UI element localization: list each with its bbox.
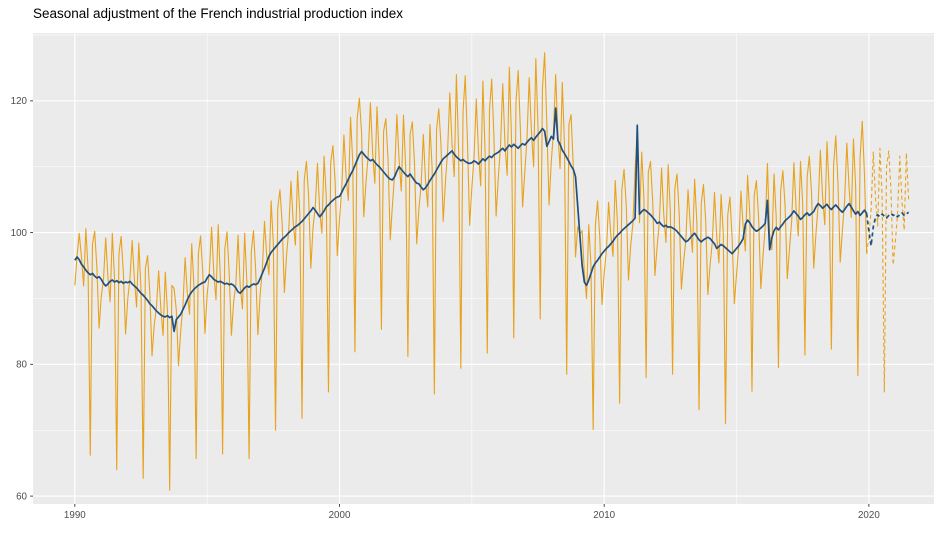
x-axis-tick-label: 2010: [593, 510, 615, 521]
x-axis-tick-label: 1990: [64, 510, 86, 521]
y-axis-tick-label: 100: [11, 228, 28, 239]
y-axis-tick-label: 60: [16, 491, 27, 502]
plot-title: Seasonal adjustment of the French indust…: [33, 6, 403, 21]
x-axis-tick-label: 2000: [329, 510, 351, 521]
series-raw_index_forecast-line: [866, 147, 910, 393]
y-axis-tick-label: 80: [16, 360, 27, 371]
series-seasonally_adjusted_forecast-line: [865, 211, 910, 247]
x-axis-tick-label: 2020: [858, 510, 880, 521]
y-axis-tick-label: 120: [11, 96, 28, 107]
series-raw_index-line: [74, 52, 868, 491]
series-seasonally_adjusted_index-line: [74, 107, 868, 333]
